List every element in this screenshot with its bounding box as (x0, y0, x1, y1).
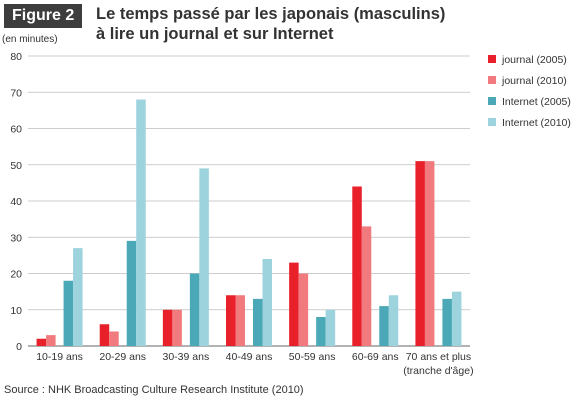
gridlines (28, 55, 470, 347)
chart-title-line1: Le temps passé par les japonais (masculi… (96, 5, 446, 23)
bar-internet-2010--0 (73, 248, 83, 346)
bar-journal-2010--3 (235, 295, 245, 346)
bar-journal-2005--5 (352, 186, 362, 346)
x-tick-label: 10-19 ans (36, 351, 83, 363)
legend-entry: journal (2010) (501, 75, 567, 87)
source-note: Source : NHK Broadcasting Culture Resear… (4, 384, 304, 396)
bar-internet-2005--0 (63, 280, 74, 346)
bar-journal-2010--5 (361, 226, 372, 346)
y-tick-label: 60 (10, 124, 22, 136)
figure-badge: Figure 2 (4, 4, 83, 28)
legend-swatch (488, 118, 496, 126)
bar-internet-2005--3 (253, 298, 263, 346)
bar-internet-2010--2 (199, 168, 209, 346)
x-axis-label: (tranche d'âge) (403, 365, 473, 377)
bars (36, 99, 462, 346)
x-tick-labels: 10-19 ans 20-29 ans 30-39 ans 40-49 ans 50-5… (36, 351, 473, 377)
x-tick-label: 70 ans et plus (406, 351, 471, 363)
y-tick-label: 10 (10, 305, 22, 317)
legend-swatch (488, 55, 496, 63)
y-tick-label: 20 (10, 269, 22, 281)
bar-journal-2010--4 (298, 273, 309, 346)
bar-internet-2010--6 (451, 291, 462, 346)
bar-journal-2010--1 (109, 331, 119, 346)
bar-journal-2005--0 (36, 338, 47, 346)
chart-title-line2: à lire un journal et sur Internet (96, 25, 334, 43)
bar-journal-2005--3 (226, 295, 236, 346)
bar-internet-2005--1 (126, 240, 137, 346)
bar-journal-2010--2 (172, 309, 182, 346)
bar-internet-2005--6 (442, 298, 452, 346)
x-tick-label: 30-39 ans (163, 351, 210, 363)
bar-journal-2005--2 (162, 309, 173, 346)
bar-journal-2010--6 (424, 161, 435, 346)
bar-journal-2005--6 (415, 161, 425, 346)
bar-journal-2010--0 (46, 335, 56, 346)
bar-internet-2010--4 (325, 309, 336, 346)
chart-title: Le temps passé par les japonais (masculi… (96, 4, 576, 44)
y-tick-label: 50 (10, 160, 22, 172)
legend-swatch (488, 76, 496, 84)
x-tick-label: 20-29 ans (99, 351, 146, 363)
legend-swatch (488, 97, 496, 105)
bar-internet-2005--5 (379, 306, 389, 346)
legend-entry: journal (2005) (501, 54, 567, 66)
y-axis-unit-label: (en minutes) (2, 34, 58, 45)
y-tick-label: 80 (10, 51, 22, 63)
legend: journal (2005) journal (2010) Internet (20… (488, 54, 571, 129)
bar-journal-2005--1 (99, 324, 110, 346)
y-tick-labels: 0 10 20 30 40 50 60 70 80 (10, 51, 22, 353)
x-tick-label: 60-69 ans (352, 351, 399, 363)
bar-internet-2005--4 (316, 317, 326, 346)
bar-internet-2010--3 (262, 259, 272, 346)
y-tick-label: 30 (10, 232, 22, 244)
y-tick-label: 70 (10, 87, 22, 99)
legend-entry: Internet (2005) (502, 96, 571, 108)
bar-internet-2005--2 (189, 273, 200, 346)
legend-entry: Internet (2010) (502, 117, 571, 129)
y-tick-label: 0 (16, 341, 22, 353)
bar-internet-2010--1 (136, 99, 146, 346)
y-tick-label: 40 (10, 196, 22, 208)
bar-journal-2005--4 (289, 262, 299, 346)
x-tick-label: 50-59 ans (289, 351, 336, 363)
bar-internet-2010--5 (388, 295, 399, 346)
x-tick-label: 40-49 ans (226, 351, 273, 363)
